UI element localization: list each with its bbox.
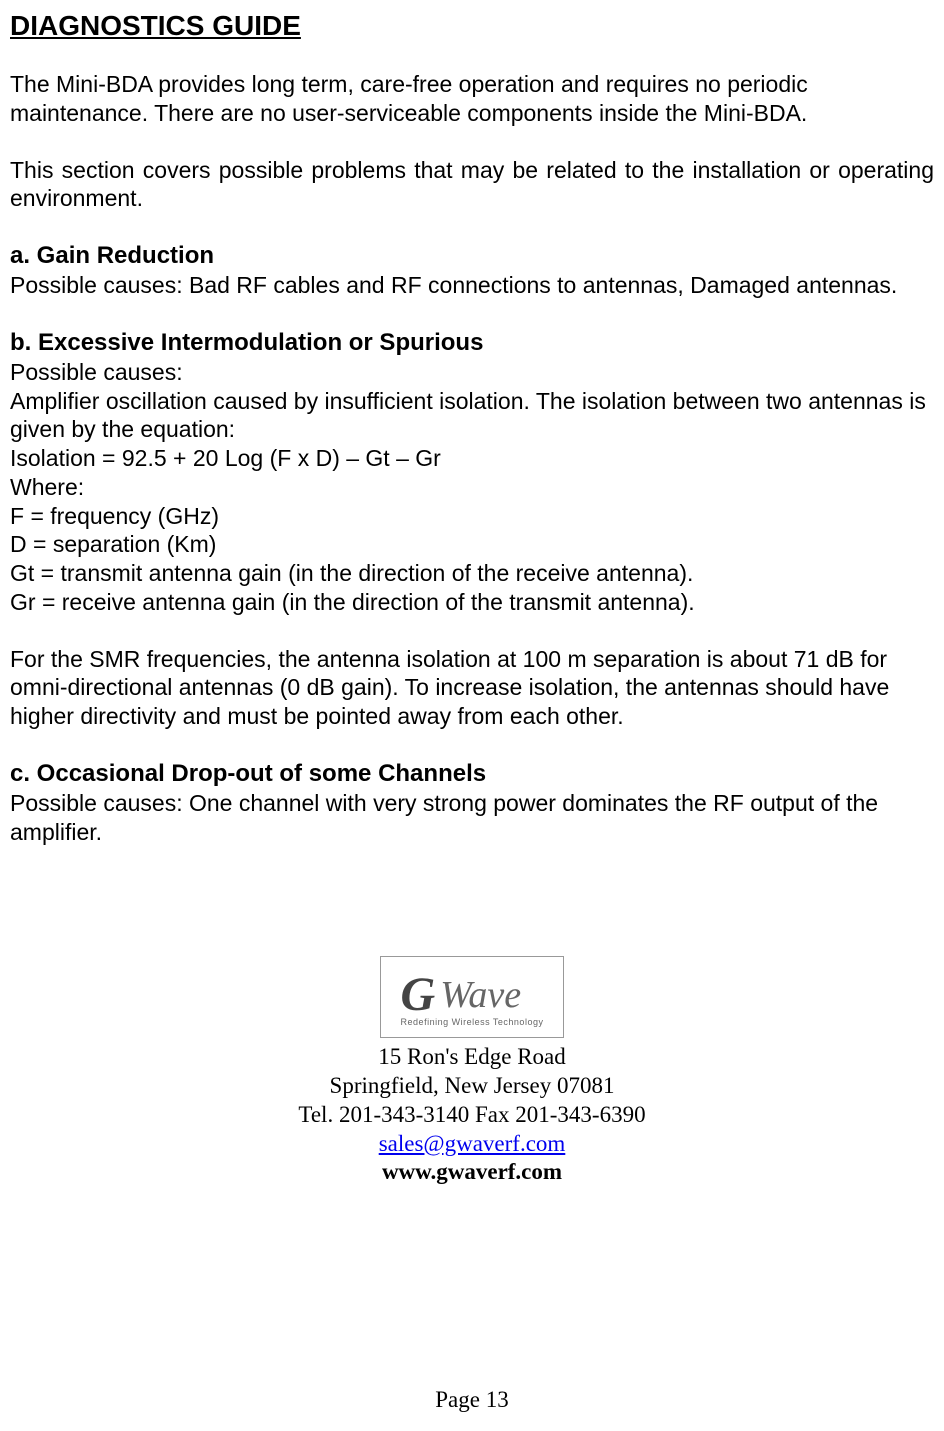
- section-b-line5: F = frequency (GHz): [10, 502, 934, 531]
- section-b-line2: Amplifier oscillation caused by insuffic…: [10, 387, 934, 445]
- contact-address2: Springfield, New Jersey 07081: [10, 1072, 934, 1101]
- section-b-line1: Possible causes:: [10, 358, 934, 387]
- company-logo: G Wave Redefining Wireless Technology: [380, 956, 565, 1038]
- section-b-line3: Isolation = 92.5 + 20 Log (F x D) – Gt –…: [10, 444, 934, 473]
- section-c: c. Occasional Drop-out of some Channels …: [10, 759, 934, 847]
- intro-paragraph-1: The Mini-BDA provides long term, care-fr…: [10, 70, 934, 128]
- contact-phone: Tel. 201-343-3140 Fax 201-343-6390: [10, 1101, 934, 1130]
- section-a: a. Gain Reduction Possible causes: Bad R…: [10, 241, 934, 300]
- logo-contact-block: G Wave Redefining Wireless Technology 15…: [10, 956, 934, 1187]
- contact-website: www.gwaverf.com: [10, 1158, 934, 1187]
- intro-paragraph-2: This section covers possible problems th…: [10, 156, 934, 214]
- logo-letter-g: G: [401, 967, 436, 1022]
- section-b-para2: For the SMR frequencies, the antenna iso…: [10, 645, 934, 731]
- page-number: Page 13: [0, 1387, 944, 1413]
- section-b-heading: b. Excessive Intermodulation or Spurious: [10, 328, 934, 358]
- section-c-body: Possible causes: One channel with very s…: [10, 789, 934, 847]
- section-b-line6: D = separation (Km): [10, 530, 934, 559]
- contact-address1: 15 Ron's Edge Road: [10, 1043, 934, 1072]
- logo-tagline: Redefining Wireless Technology: [401, 1017, 544, 1027]
- logo-word-wave: Wave: [440, 973, 521, 1017]
- section-b-line8: Gr = receive antenna gain (in the direct…: [10, 588, 934, 617]
- section-a-body: Possible causes: Bad RF cables and RF co…: [10, 271, 934, 300]
- section-b: b. Excessive Intermodulation or Spurious…: [10, 328, 934, 617]
- page-title: DIAGNOSTICS GUIDE: [10, 10, 934, 42]
- section-b-line4: Where:: [10, 473, 934, 502]
- section-b-line7: Gt = transmit antenna gain (in the direc…: [10, 559, 934, 588]
- section-c-heading: c. Occasional Drop-out of some Channels: [10, 759, 934, 789]
- section-a-heading: a. Gain Reduction: [10, 241, 934, 271]
- contact-email-link[interactable]: sales@gwaverf.com: [379, 1131, 566, 1156]
